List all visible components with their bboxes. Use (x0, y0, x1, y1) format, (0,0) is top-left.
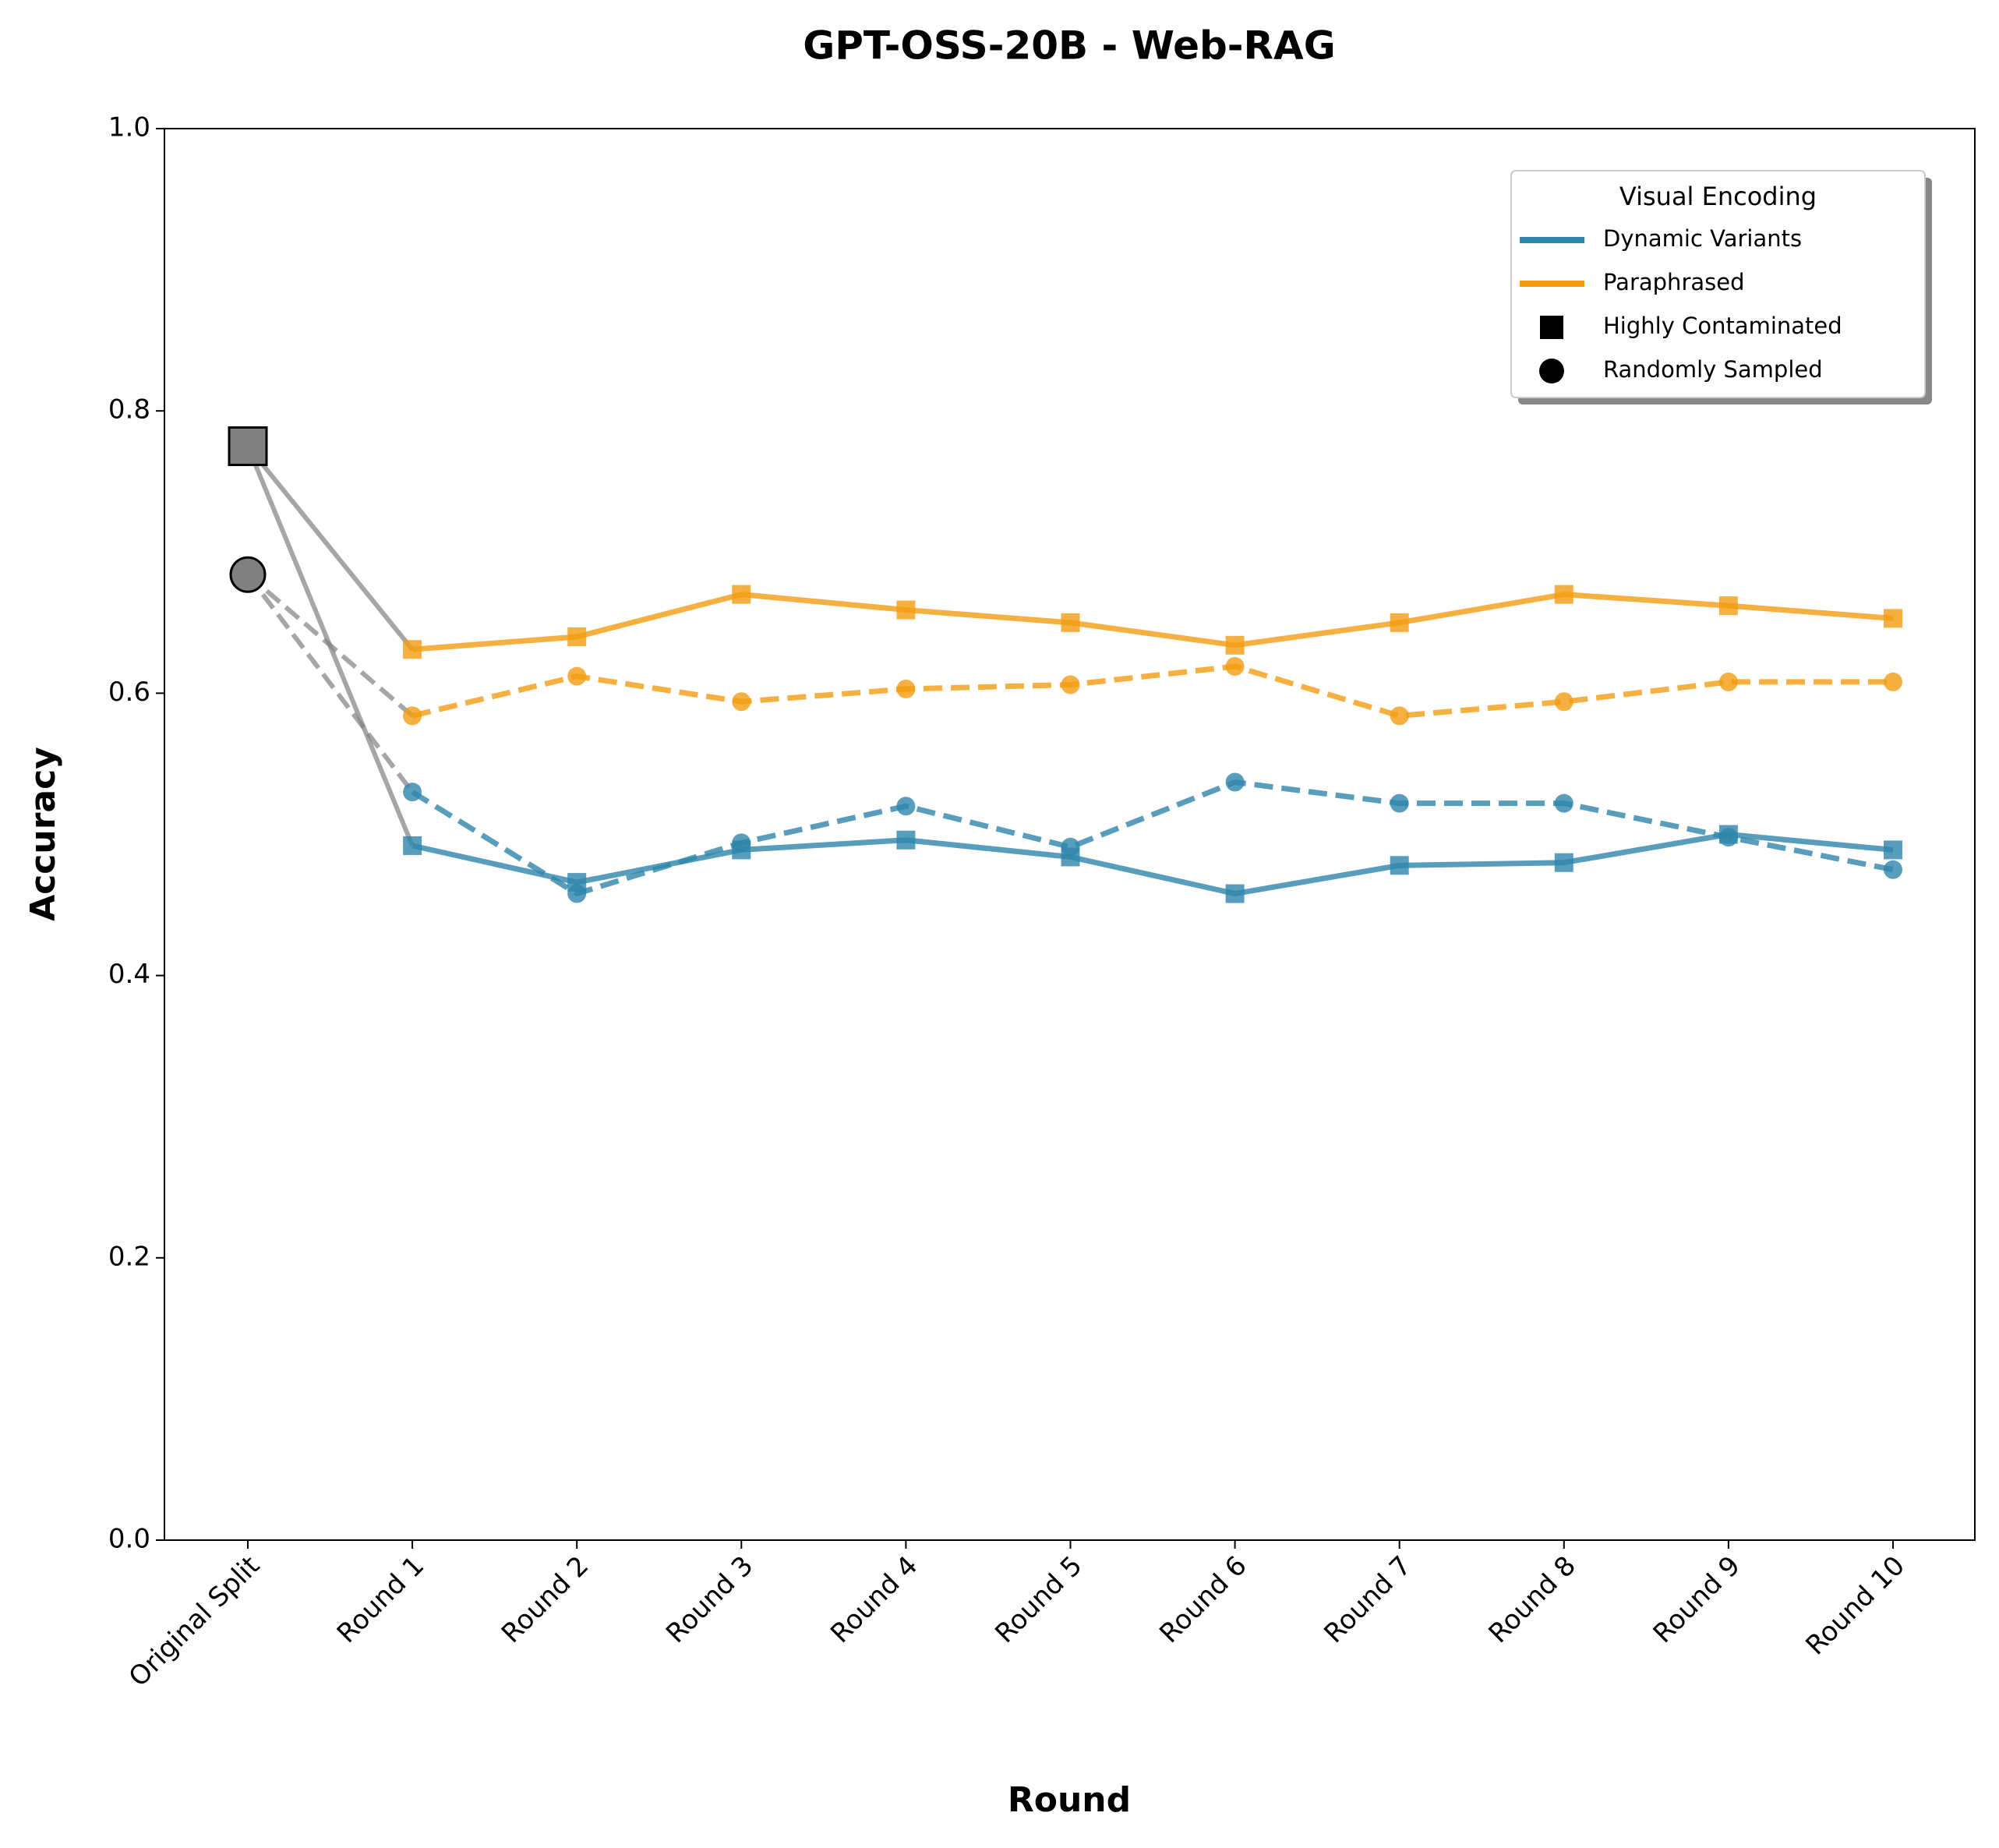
point (403, 836, 422, 855)
point (1061, 613, 1080, 632)
x-tick-label: Round 7 (1318, 1550, 1417, 1649)
y-tick-label: 0.2 (108, 1241, 150, 1272)
point (1225, 635, 1245, 655)
legend-label: Highly Contaminated (1603, 313, 1842, 339)
point (896, 600, 916, 620)
connector (245, 444, 415, 652)
series-line (411, 592, 1894, 652)
original-point (228, 426, 268, 466)
y-tick-label: 1.0 (108, 112, 150, 143)
x-tick-label: Original Split (123, 1550, 266, 1693)
legend-label: Paraphrased (1603, 269, 1745, 295)
series-line (411, 663, 1893, 719)
point (1884, 840, 1902, 860)
legend-label: Randomly Sampled (1603, 356, 1823, 383)
point (403, 640, 422, 659)
y-axis-label: Accuracy (23, 747, 63, 921)
y-tick-label: 0.8 (108, 394, 150, 426)
point (1225, 772, 1245, 792)
legend-marker (1540, 316, 1563, 339)
point (403, 706, 422, 726)
series-line (411, 779, 1894, 897)
point (1390, 613, 1409, 632)
x-tick-label: Round 8 (1483, 1550, 1582, 1649)
point (1554, 585, 1573, 604)
point (1554, 853, 1573, 872)
point (1884, 609, 1902, 628)
point (896, 679, 916, 698)
y-tick-label: 0.6 (108, 677, 150, 708)
point (567, 884, 587, 903)
point (567, 666, 587, 686)
x-tick-label: Round 10 (1799, 1550, 1911, 1662)
original-point (229, 556, 267, 593)
x-tick-label: Round 3 (660, 1550, 759, 1649)
point (1554, 692, 1573, 712)
point (732, 585, 751, 604)
legend-marker (1539, 359, 1564, 383)
legend-box (1510, 170, 1926, 398)
point (1390, 856, 1409, 875)
connector (245, 573, 415, 793)
point (1884, 672, 1902, 691)
y-tick-label: 0.4 (108, 959, 150, 990)
point (1718, 596, 1738, 616)
point (896, 797, 916, 816)
point (1225, 656, 1245, 676)
point (567, 627, 587, 646)
y-tick-label: 0.0 (108, 1524, 150, 1555)
point (1718, 828, 1738, 847)
x-axis-label: Round (1008, 1780, 1131, 1820)
point (1061, 837, 1080, 857)
point (1390, 706, 1409, 726)
x-tick-label: Round 4 (825, 1550, 924, 1649)
x-tick-label: Round 9 (1648, 1550, 1746, 1649)
point (732, 833, 751, 853)
point (896, 830, 916, 850)
chart-title: GPT-OSS-20B - Web-RAG (803, 23, 1336, 69)
x-tick-label: Round 2 (496, 1550, 595, 1649)
legend-label: Dynamic Variants (1603, 225, 1802, 252)
point (1225, 884, 1245, 903)
connector (245, 445, 415, 847)
point (1390, 793, 1409, 813)
point (1554, 793, 1573, 813)
series-line (411, 832, 1894, 897)
legend-title: Visual Encoding (1619, 182, 1817, 211)
point (732, 692, 751, 712)
x-tick-label: Round 5 (989, 1550, 1088, 1649)
point (1884, 860, 1902, 879)
point (1718, 672, 1738, 691)
x-tick-label: Round 1 (331, 1550, 430, 1649)
plot-frame (164, 128, 1976, 1541)
point (1061, 675, 1080, 694)
x-tick-label: Round 6 (1153, 1550, 1252, 1649)
point (403, 783, 422, 802)
